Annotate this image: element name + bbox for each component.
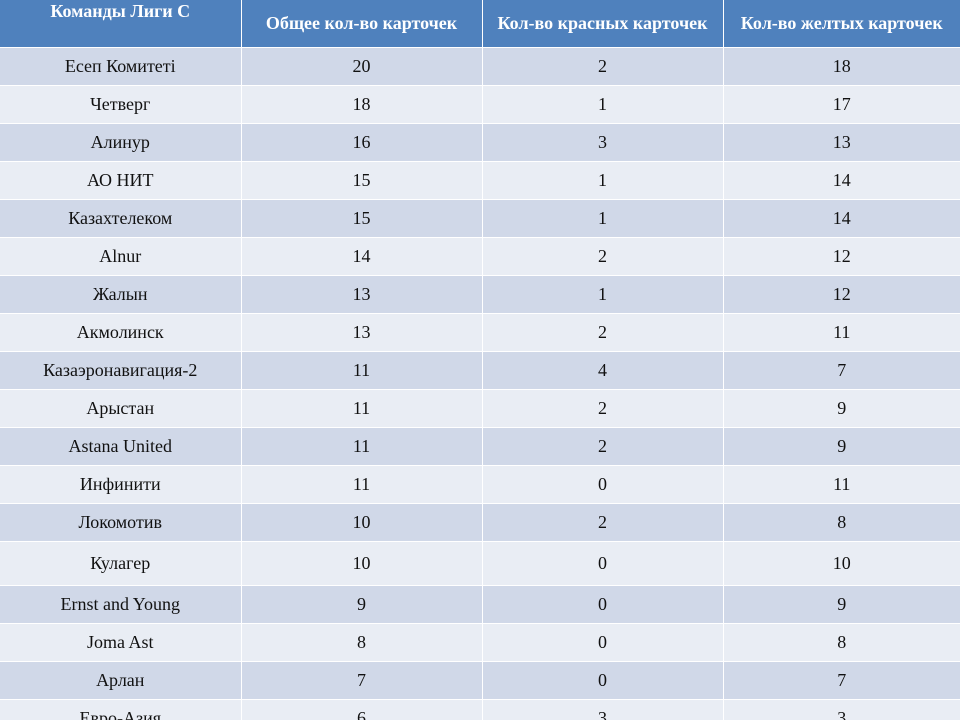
cell-yellow-cards: 9 (722, 426, 960, 466)
cell-team: Акмолинск (0, 312, 242, 352)
cell-total-cards: 20 (240, 46, 483, 86)
cell-yellow-cards: 3 (722, 698, 960, 720)
header-total-cards: Общее кол-во карточек (240, 0, 483, 48)
cell-team: Кулагер (0, 540, 242, 586)
table-row: Жалын 13 1 12 (0, 274, 960, 314)
cell-yellow-cards: 11 (722, 464, 960, 504)
cell-total-cards: 15 (240, 160, 483, 200)
cell-total-cards: 16 (240, 122, 483, 162)
cell-total-cards: 15 (240, 198, 483, 238)
table-row: Локомотив 10 2 8 (0, 502, 960, 542)
table-row: Есеп Комитеті 20 2 18 (0, 46, 960, 86)
cell-total-cards: 11 (240, 464, 483, 504)
table-row: Ernst and Young 9 0 9 (0, 584, 960, 624)
cell-yellow-cards: 14 (722, 198, 960, 238)
cell-red-cards: 0 (481, 584, 724, 624)
cell-red-cards: 1 (481, 84, 724, 124)
cell-red-cards: 0 (481, 622, 724, 662)
table-row: Казаэронавигация-2 11 4 7 (0, 350, 960, 390)
table-row: Кулагер 10 0 10 (0, 540, 960, 586)
cell-team: Ernst and Young (0, 584, 242, 624)
table-row: Astana United 11 2 9 (0, 426, 960, 466)
cell-total-cards: 10 (240, 502, 483, 542)
cell-red-cards: 1 (481, 274, 724, 314)
cell-yellow-cards: 13 (722, 122, 960, 162)
cell-team: Alnur (0, 236, 242, 276)
cell-yellow-cards: 11 (722, 312, 960, 352)
cell-team: АО НИТ (0, 160, 242, 200)
cell-team: Astana United (0, 426, 242, 466)
cell-total-cards: 14 (240, 236, 483, 276)
cell-red-cards: 0 (481, 540, 724, 586)
table-row: Евро-Азия 6 3 3 (0, 698, 960, 720)
table-row: Алинур 16 3 13 (0, 122, 960, 162)
cell-total-cards: 6 (240, 698, 483, 720)
table-row: Четверг 18 1 17 (0, 84, 960, 124)
cell-red-cards: 2 (481, 236, 724, 276)
cell-red-cards: 2 (481, 312, 724, 352)
cell-red-cards: 2 (481, 502, 724, 542)
cell-total-cards: 13 (240, 312, 483, 352)
cell-red-cards: 1 (481, 160, 724, 200)
header-red-cards: Кол-во красных карточек (481, 0, 724, 48)
table-row: Alnur 14 2 12 (0, 236, 960, 276)
table-row: Инфинити 11 0 11 (0, 464, 960, 504)
cell-yellow-cards: 18 (722, 46, 960, 86)
cell-red-cards: 2 (481, 426, 724, 466)
cell-total-cards: 8 (240, 622, 483, 662)
cell-team: Инфинити (0, 464, 242, 504)
cell-red-cards: 2 (481, 388, 724, 428)
cell-red-cards: 4 (481, 350, 724, 390)
cell-yellow-cards: 9 (722, 584, 960, 624)
cell-team: Четверг (0, 84, 242, 124)
cell-team: Есеп Комитеті (0, 46, 242, 86)
cell-team: Жалын (0, 274, 242, 314)
cell-red-cards: 0 (481, 660, 724, 700)
table-row: Арыстан 11 2 9 (0, 388, 960, 428)
cell-team: Joma Ast (0, 622, 242, 662)
table-header: Команды Лиги С Общее кол-во карточек Кол… (0, 0, 960, 48)
cell-total-cards: 9 (240, 584, 483, 624)
cell-yellow-cards: 14 (722, 160, 960, 200)
cell-yellow-cards: 9 (722, 388, 960, 428)
cell-team: Казаэронавигация-2 (0, 350, 242, 390)
header-yellow-cards: Кол-во желтых карточек (722, 0, 960, 48)
cell-yellow-cards: 8 (722, 622, 960, 662)
cell-total-cards: 11 (240, 426, 483, 466)
cell-yellow-cards: 7 (722, 660, 960, 700)
cell-total-cards: 11 (240, 388, 483, 428)
cell-team: Локомотив (0, 502, 242, 542)
cell-red-cards: 0 (481, 464, 724, 504)
table-row: Казахтелеком 15 1 14 (0, 198, 960, 238)
cell-team: Казахтелеком (0, 198, 242, 238)
cell-yellow-cards: 12 (722, 236, 960, 276)
cell-team: Арыстан (0, 388, 242, 428)
cell-red-cards: 3 (481, 698, 724, 720)
cell-total-cards: 18 (240, 84, 483, 124)
cell-yellow-cards: 10 (722, 540, 960, 586)
cell-yellow-cards: 7 (722, 350, 960, 390)
cell-red-cards: 2 (481, 46, 724, 86)
cell-yellow-cards: 12 (722, 274, 960, 314)
header-team: Команды Лиги С (0, 0, 242, 48)
cell-yellow-cards: 8 (722, 502, 960, 542)
cell-total-cards: 13 (240, 274, 483, 314)
cell-total-cards: 10 (240, 540, 483, 586)
header-row: Команды Лиги С Общее кол-во карточек Кол… (0, 0, 960, 48)
cell-team: Евро-Азия (0, 698, 242, 720)
table-body: Есеп Комитеті 20 2 18 Четверг 18 1 17 Алинур 16 3 1… (0, 46, 960, 720)
cell-red-cards: 1 (481, 198, 724, 238)
table-row: Joma Ast 8 0 8 (0, 622, 960, 662)
cell-total-cards: 11 (240, 350, 483, 390)
table-row: Арлан 7 0 7 (0, 660, 960, 700)
cell-team: Алинур (0, 122, 242, 162)
table-row: АО НИТ 15 1 14 (0, 160, 960, 200)
cell-total-cards: 7 (240, 660, 483, 700)
cell-team: Арлан (0, 660, 242, 700)
table-row: Акмолинск 13 2 11 (0, 312, 960, 352)
cell-yellow-cards: 17 (722, 84, 960, 124)
cell-red-cards: 3 (481, 122, 724, 162)
